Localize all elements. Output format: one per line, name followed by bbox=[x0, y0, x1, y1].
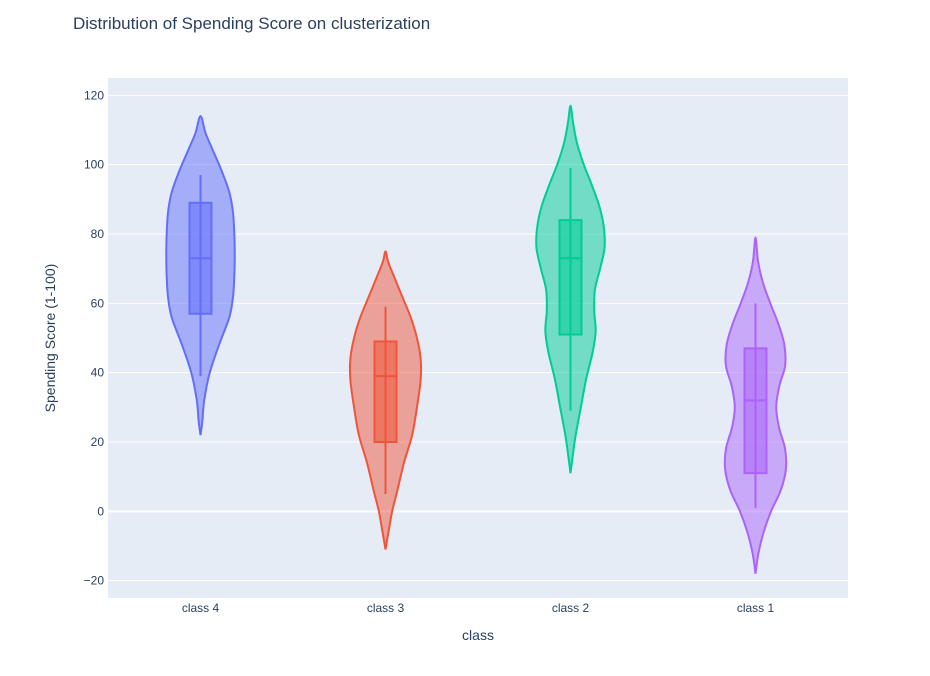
x-axis-title: class bbox=[462, 627, 494, 643]
violin-class-3 bbox=[348, 250, 423, 550]
y-tick-label: 100 bbox=[84, 158, 104, 172]
x-tick-label: class 3 bbox=[367, 601, 405, 615]
x-tick-label: class 2 bbox=[552, 601, 590, 615]
y-axis-title: Spending Score (1-100) bbox=[42, 264, 58, 413]
y-tick-label: 20 bbox=[91, 435, 105, 449]
y-tick-label: −20 bbox=[84, 574, 105, 588]
x-tick-label: class 4 bbox=[182, 601, 220, 615]
chart-title: Distribution of Spending Score on cluste… bbox=[73, 14, 430, 33]
iqr-box bbox=[743, 347, 768, 475]
y-tick-label: 120 bbox=[84, 88, 104, 102]
iqr-box bbox=[373, 340, 398, 444]
violin-class-1 bbox=[723, 236, 788, 574]
y-tick-label: 80 bbox=[91, 227, 105, 241]
y-axis-ticks: −20 0 20 40 60 80 100 120 bbox=[84, 88, 105, 587]
y-tick-label: 60 bbox=[91, 296, 105, 310]
violin-class-2 bbox=[535, 104, 606, 474]
iqr-box bbox=[558, 219, 583, 336]
violins bbox=[165, 104, 788, 574]
gridlines bbox=[108, 94, 848, 582]
x-axis-ticks: class 4 class 3 class 2 class 1 bbox=[182, 601, 775, 615]
violin-class-4 bbox=[165, 115, 236, 436]
x-tick-label: class 1 bbox=[737, 601, 775, 615]
y-tick-label: 0 bbox=[97, 504, 104, 518]
y-tick-label: 40 bbox=[91, 366, 105, 380]
